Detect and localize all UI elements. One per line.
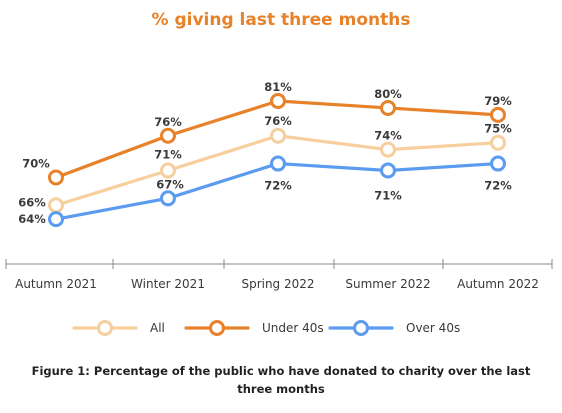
figure-caption: Figure 1: Percentage of the public who h… xyxy=(31,364,531,396)
legend-label-over-40s: Over 40s xyxy=(406,321,460,335)
legend-item-over-40s: Over 40s xyxy=(328,320,460,336)
legend-marker-all xyxy=(97,320,113,336)
data-label-over-40s: 72% xyxy=(484,179,512,193)
data-point-all xyxy=(270,127,286,144)
legend-label-under-40s: Under 40s xyxy=(262,321,324,335)
data-point-all xyxy=(380,141,396,158)
x-tick-label: Summer 2022 xyxy=(345,277,430,291)
chart-title: % giving last three months xyxy=(151,10,411,30)
x-tick-label: Autumn 2021 xyxy=(15,277,97,291)
data-point-over-40s xyxy=(490,155,506,172)
data-point-under-40s xyxy=(160,127,176,144)
data-point-under-40s xyxy=(48,169,64,186)
data-point-over-40s xyxy=(380,162,396,179)
data-label-under-40s: 76% xyxy=(154,115,182,129)
data-label-all: 71% xyxy=(154,148,182,162)
data-point-under-40s xyxy=(490,106,506,123)
legend-marker-under-40s xyxy=(209,320,225,336)
legend-item-all: All xyxy=(72,320,165,336)
data-point-all xyxy=(490,134,506,151)
data-label-over-40s: 64% xyxy=(18,212,46,226)
legend: All Under 40s Over 40s xyxy=(72,320,460,336)
data-point-all xyxy=(160,162,176,179)
data-point-all xyxy=(48,197,64,214)
data-label-over-40s: 71% xyxy=(374,189,402,203)
data-point-over-40s xyxy=(48,211,64,228)
data-point-under-40s xyxy=(380,99,396,116)
data-label-all: 74% xyxy=(374,129,402,143)
data-label-all: 66% xyxy=(18,195,46,209)
data-label-all: 75% xyxy=(484,122,512,136)
data-label-under-40s: 81% xyxy=(264,80,292,94)
legend-item-under-40s: Under 40s xyxy=(184,320,324,336)
data-label-under-40s: 79% xyxy=(484,94,512,108)
data-label-under-40s: 70% xyxy=(22,156,50,170)
x-axis: Autumn 2021 Winter 2021 Spring 2022 Summer … xyxy=(5,259,553,291)
data-point-over-40s xyxy=(270,155,286,172)
data-label-over-40s: 72% xyxy=(264,179,292,193)
data-label-under-40s: 80% xyxy=(374,87,402,101)
x-tick-label: Winter 2021 xyxy=(131,277,205,291)
x-tick-label: Spring 2022 xyxy=(241,277,314,291)
legend-label-all: All xyxy=(150,321,165,335)
data-point-under-40s xyxy=(270,93,286,109)
data-label-over-40s: 67% xyxy=(156,177,184,191)
data-point-over-40s xyxy=(160,190,176,207)
legend-marker-over-40s xyxy=(353,320,369,336)
data-label-all: 76% xyxy=(264,114,292,128)
x-tick-label: Autumn 2022 xyxy=(457,277,539,291)
data-labels: 66% 71% 76% 74% 75% 70% 76% 81% 80% 79% 64% 67% 72% 7… xyxy=(18,80,512,226)
series-layer xyxy=(48,93,506,228)
